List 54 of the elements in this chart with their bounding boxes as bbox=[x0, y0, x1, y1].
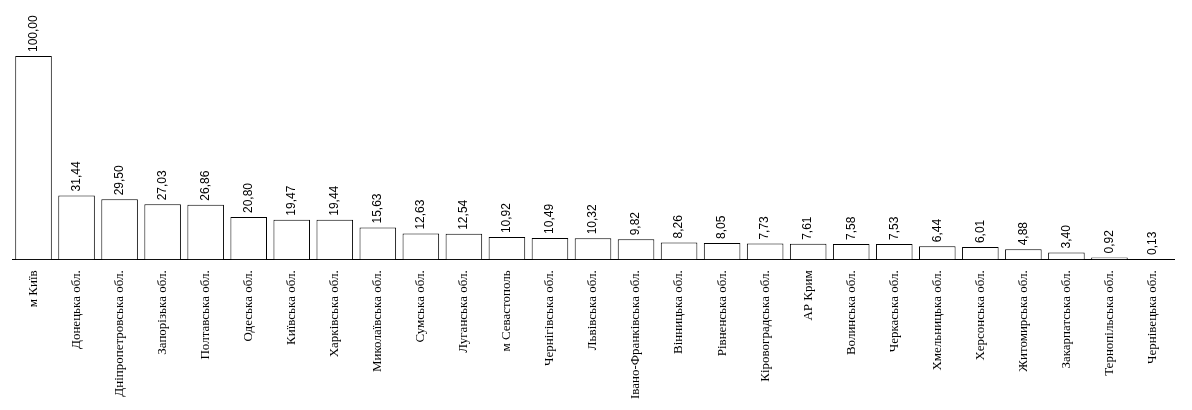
data-label: 20,80 bbox=[241, 182, 256, 214]
data-label: 19,47 bbox=[284, 185, 299, 216]
data-label: 29,50 bbox=[111, 164, 126, 196]
data-label: 100,00 bbox=[25, 14, 40, 52]
x-tick-label: Луганська обл. bbox=[455, 270, 471, 353]
data-label: 7,53 bbox=[886, 216, 901, 240]
data-label: 10,49 bbox=[542, 203, 557, 234]
data-label: 12,54 bbox=[456, 199, 471, 230]
data-label: 9,82 bbox=[628, 211, 643, 236]
x-tick-label: Запорізька обл. bbox=[154, 270, 170, 355]
data-label: 7,73 bbox=[757, 215, 772, 240]
x-tick-label: Донецька обл. bbox=[67, 270, 83, 349]
data-label: 8,05 bbox=[714, 215, 729, 239]
x-tick-label: Чернігівська обл. bbox=[541, 270, 557, 366]
x-tick-label: Миколаївська обл. bbox=[369, 270, 385, 373]
x-tick-label: Харківська обл. bbox=[326, 270, 342, 358]
x-tick-label: Херсонська обл. bbox=[971, 270, 987, 361]
data-label: 15,63 bbox=[370, 193, 385, 224]
data-label: 10,92 bbox=[499, 202, 514, 234]
data-label: 12,63 bbox=[413, 199, 428, 230]
x-tick-label: Івано-Франківська обл. bbox=[627, 270, 643, 400]
x-tick-label: Житомирська обл. bbox=[1014, 270, 1030, 372]
data-label: 26,86 bbox=[197, 170, 212, 201]
data-label: 0,92 bbox=[1101, 229, 1116, 254]
x-tick-label: Київська обл. bbox=[283, 270, 299, 345]
x-tick-label: Чернівецька обл. bbox=[1143, 270, 1159, 364]
x-tick-label: Сумська обл. bbox=[412, 270, 428, 343]
x-tick-label: Дніпропетровська обл. bbox=[111, 270, 127, 397]
x-tick-label: Полтавська обл. bbox=[197, 270, 213, 360]
x-tick-label: Рівненська обл. bbox=[713, 270, 729, 357]
x-tick-label: Волинська обл. bbox=[842, 270, 858, 356]
x-tick-label: Хмельницька обл. bbox=[928, 270, 944, 371]
data-label: 19,44 bbox=[327, 185, 342, 216]
x-tick-label: Вінницька обл. bbox=[670, 270, 686, 355]
data-label: 10,32 bbox=[585, 203, 600, 235]
data-label: 31,44 bbox=[68, 161, 83, 192]
data-label: 8,26 bbox=[671, 214, 686, 239]
x-tick-label: АР Крим bbox=[799, 270, 815, 321]
x-tick-label: м Севастополь bbox=[498, 270, 514, 352]
data-label: 27,03 bbox=[154, 169, 169, 201]
data-label: 7,61 bbox=[800, 216, 815, 240]
data-label: 3,40 bbox=[1058, 224, 1073, 249]
x-tick-label: Львівська обл. bbox=[584, 270, 600, 351]
data-label: 0,13 bbox=[1144, 231, 1159, 256]
data-label: 6,44 bbox=[929, 218, 944, 243]
x-tick-label: Закарпатська обл. bbox=[1057, 270, 1073, 369]
x-tick-label: Черкаська обл. bbox=[885, 270, 901, 353]
x-tick-label: Одеська обл. bbox=[240, 270, 256, 342]
x-tick-label: Кіровоградська обл. bbox=[756, 270, 772, 382]
data-label: 6,01 bbox=[972, 219, 987, 244]
x-tick-label: м Київ bbox=[24, 270, 40, 308]
data-label: 7,58 bbox=[843, 216, 858, 240]
data-label: 4,88 bbox=[1015, 221, 1030, 246]
x-tick-label: Тернопільська обл. bbox=[1100, 270, 1116, 376]
